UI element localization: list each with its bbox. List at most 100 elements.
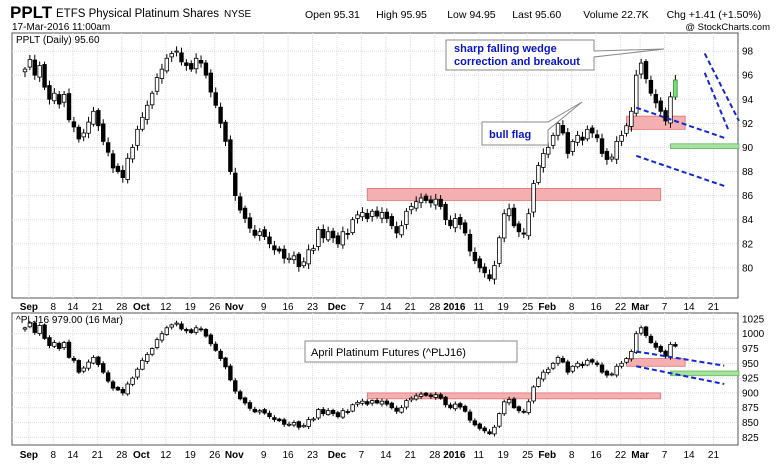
pplt-x-axis: Sep 8 14 21 28 Oct 12 19 26 Nov 9 16 23 Dec 7 14 21 28 201… xyxy=(20,302,720,313)
x-tick-label: 28 xyxy=(429,302,441,313)
candle xyxy=(604,148,610,165)
plj16-x-axis: Sep 8 14 21 28 Oct 12 19 26 Nov 9 16 23 Dec 7 14 21 28 201… xyxy=(20,450,720,461)
candle xyxy=(325,408,331,416)
quote-low: Low 94.95 xyxy=(447,9,496,21)
plj16-plot-frame xyxy=(11,312,739,446)
candle xyxy=(487,269,492,282)
candle xyxy=(335,410,341,419)
x-tick-label: 19 xyxy=(498,450,510,461)
candle xyxy=(91,106,96,127)
candle xyxy=(184,327,189,334)
candle xyxy=(291,251,297,264)
candle xyxy=(565,359,570,375)
candle xyxy=(52,340,57,348)
x-tick-label: 9 xyxy=(261,302,267,313)
candle xyxy=(458,401,463,410)
candle xyxy=(614,136,619,164)
candle xyxy=(252,406,258,414)
candle xyxy=(673,74,678,100)
candle xyxy=(120,386,125,396)
candle xyxy=(61,90,67,108)
candle xyxy=(247,212,253,233)
trendline xyxy=(703,72,731,133)
x-tick-label: 9 xyxy=(261,450,267,461)
candle xyxy=(443,201,448,226)
resistance-zone xyxy=(366,187,662,201)
candle xyxy=(169,50,174,62)
y-tick-label: 84 xyxy=(742,215,754,226)
candle xyxy=(492,260,497,285)
y-tick-label: 80 xyxy=(742,263,754,274)
y-tick-label: 975 xyxy=(742,344,759,355)
wedge-annotation-line1: sharp falling wedge xyxy=(454,43,557,55)
candle xyxy=(462,219,468,236)
candle xyxy=(546,366,551,375)
x-tick-label: Sep xyxy=(20,450,38,461)
candle xyxy=(511,397,517,409)
candle xyxy=(384,208,390,223)
candle xyxy=(159,63,165,84)
candle xyxy=(624,123,629,137)
plj16-legend: ^PLJ16 979.00 (16 Mar) xyxy=(16,315,123,326)
x-tick-label: Oct xyxy=(133,450,150,461)
x-tick-label: 22 xyxy=(615,450,627,461)
candle xyxy=(418,391,424,400)
candle xyxy=(506,203,512,221)
candle xyxy=(272,240,277,255)
x-tick-label: 28 xyxy=(116,450,128,461)
candle xyxy=(257,408,262,415)
y-tick-label: 94 xyxy=(742,95,754,106)
y-tick-label: 82 xyxy=(742,239,754,250)
candle xyxy=(560,355,566,364)
candle xyxy=(321,224,326,243)
x-tick-label: 21 xyxy=(92,450,104,461)
x-tick-label: 11 xyxy=(474,302,485,313)
trendline xyxy=(636,365,725,386)
candle xyxy=(477,422,482,431)
x-tick-label: Nov xyxy=(225,450,244,461)
resistance-zone xyxy=(626,115,686,130)
candle xyxy=(286,252,292,264)
candle xyxy=(487,429,492,436)
candle xyxy=(47,80,52,105)
candle xyxy=(325,226,331,243)
candle xyxy=(497,235,502,268)
y-tick-label: 1025 xyxy=(742,314,765,325)
x-tick-label: 16 xyxy=(591,302,603,313)
candle xyxy=(125,381,130,396)
candle xyxy=(658,344,663,354)
candle xyxy=(453,213,458,233)
candle xyxy=(37,323,42,336)
candle xyxy=(262,407,267,415)
candle xyxy=(71,356,77,363)
x-tick-label: 16 xyxy=(591,450,603,461)
candle xyxy=(638,325,644,336)
candle xyxy=(208,69,214,98)
x-tick-label: Nov xyxy=(225,302,244,313)
candle xyxy=(277,417,282,423)
candle xyxy=(590,125,595,138)
quote-volume: Volume 22.7K xyxy=(583,9,648,21)
candle xyxy=(599,133,605,157)
pplt-y-axis: 80 82 84 86 88 90 92 94 96 98 xyxy=(742,47,754,275)
x-tick-label: 11 xyxy=(474,450,485,461)
candle xyxy=(536,376,541,388)
candle xyxy=(262,226,267,240)
candle xyxy=(394,221,399,239)
candle xyxy=(448,215,453,229)
x-tick-label: 19 xyxy=(185,450,197,461)
x-tick-label: 16 xyxy=(282,302,294,313)
candle xyxy=(203,59,209,79)
candle xyxy=(389,401,394,410)
x-tick-label: Feb xyxy=(538,450,556,461)
support-zone xyxy=(670,143,740,150)
candle xyxy=(404,399,409,410)
candle xyxy=(634,331,639,354)
x-tick-label: 21 xyxy=(405,302,417,313)
candle xyxy=(193,325,199,335)
x-tick-label: 2016 xyxy=(443,450,466,461)
candle xyxy=(233,378,238,394)
candle xyxy=(57,91,62,109)
candle xyxy=(433,392,438,400)
candle xyxy=(237,389,243,401)
